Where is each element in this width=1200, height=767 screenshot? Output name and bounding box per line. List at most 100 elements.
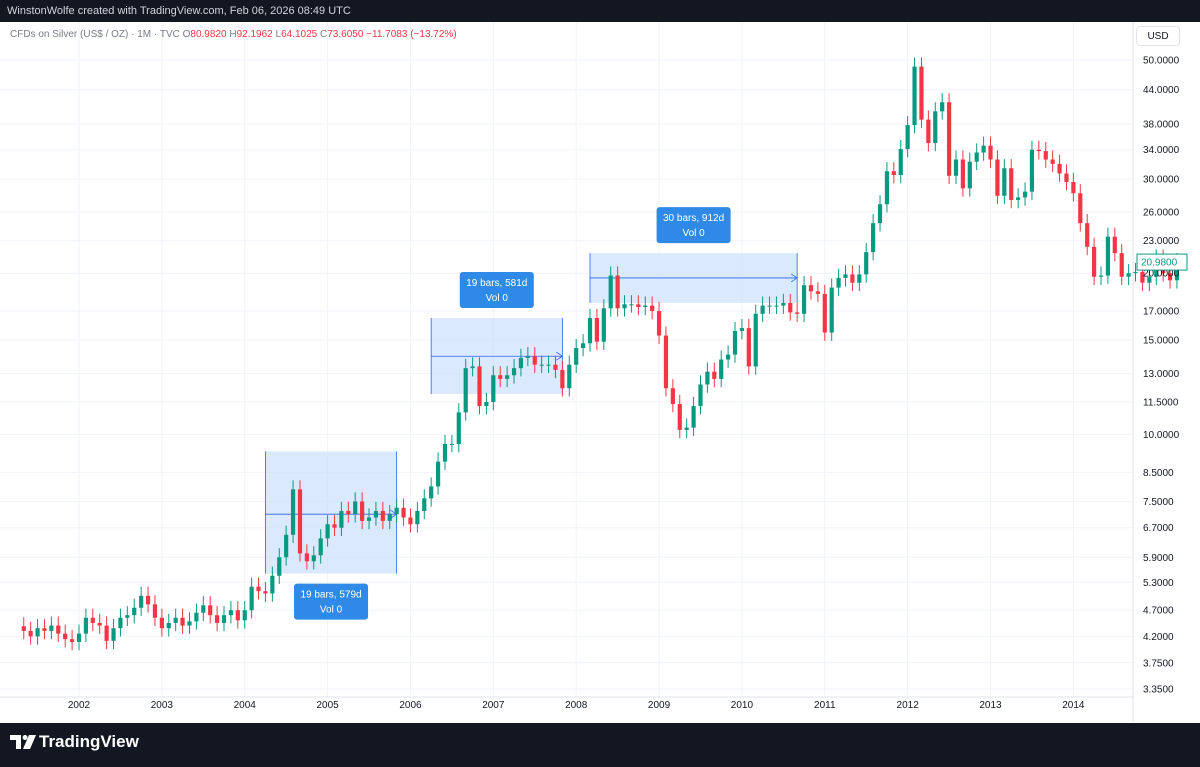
candle-body — [684, 427, 689, 430]
candle-body — [318, 538, 323, 556]
candle-body — [208, 605, 213, 616]
candle-body — [898, 149, 903, 176]
symbol-title: CFDs on Silver (US$ / OZ) · 1M · TVC — [10, 29, 180, 40]
candle-body — [187, 621, 192, 626]
candle-body — [857, 274, 862, 283]
candle-body — [111, 628, 116, 641]
range-label-volume: Vol 0 — [486, 293, 509, 304]
x-tick-label: 2006 — [399, 700, 422, 711]
candle-body — [746, 328, 751, 367]
candle-body — [953, 159, 959, 176]
low-label: L — [275, 29, 282, 40]
y-tick-label: 20.0000 — [1143, 269, 1180, 280]
candle-body — [1064, 173, 1069, 182]
candle-body — [636, 304, 641, 307]
currency-button[interactable]: USD — [1136, 26, 1180, 46]
candle-body — [470, 366, 475, 369]
candle-body — [622, 304, 627, 309]
candle-body — [774, 305, 779, 307]
candle-body — [587, 317, 593, 344]
candle-body — [511, 368, 517, 376]
candle-body — [415, 510, 420, 525]
candle-body — [615, 275, 620, 309]
candle-body — [353, 501, 358, 515]
candle-body — [132, 607, 137, 616]
candle-body — [166, 622, 171, 629]
candle-body — [221, 615, 227, 623]
candle-body — [753, 313, 758, 367]
candle-body — [491, 375, 496, 402]
candle-body — [194, 612, 199, 622]
candle-body — [449, 444, 454, 446]
candle-body — [843, 274, 848, 278]
candle-body — [139, 595, 144, 608]
candle-body — [408, 517, 413, 525]
candle-body — [477, 366, 482, 407]
tradingview-logo-icon — [10, 735, 36, 749]
range-labels: 19 bars, 579d Vol 0 19 bars, 581d Vol 0 30 b… — [294, 207, 731, 620]
x-tick-label: 2005 — [316, 700, 339, 711]
candle-body — [801, 285, 807, 314]
y-tick-label: 34.0000 — [1143, 145, 1180, 156]
range-label-box — [459, 271, 534, 308]
candle-body — [781, 302, 786, 306]
chart-area[interactable]: 19 bars, 579d Vol 0 19 bars, 581d Vol 0 30 b… — [0, 22, 1200, 723]
y-tick-label: 17.0000 — [1143, 307, 1180, 318]
candle-body — [1050, 159, 1055, 164]
candle-body — [919, 66, 924, 120]
close-value: 73.6050 — [327, 29, 364, 40]
candle-body — [1057, 163, 1062, 174]
candle-body — [712, 371, 717, 379]
price-chart[interactable]: 19 bars, 579d Vol 0 19 bars, 581d Vol 0 30 b… — [0, 22, 1200, 723]
candle-body — [580, 343, 586, 349]
range-label-volume: Vol 0 — [682, 228, 705, 239]
candle-body — [643, 305, 648, 307]
candle-body — [629, 304, 634, 306]
candle-body — [650, 305, 655, 312]
candle-body — [401, 507, 406, 518]
candle-body — [35, 628, 40, 637]
candle-body — [719, 359, 724, 379]
candle-body — [159, 617, 164, 629]
y-tick-label: 23.0000 — [1143, 236, 1180, 247]
x-tick-label: 2011 — [814, 700, 836, 711]
range-label-bars: 19 bars, 581d — [466, 278, 527, 289]
range-label-volume: Vol 0 — [320, 605, 343, 616]
candle-body — [90, 617, 95, 623]
candle-body — [235, 610, 240, 621]
x-tick-label: 2003 — [151, 700, 174, 711]
candle-body — [125, 615, 130, 618]
candle-body — [118, 617, 123, 629]
y-tick-label: 38.0000 — [1143, 119, 1180, 130]
brand-name: TradingView — [39, 732, 139, 751]
range-label-box — [656, 207, 731, 244]
candle-body — [946, 102, 952, 176]
candle-body — [1043, 151, 1048, 160]
low-value: 64.1025 — [281, 29, 318, 40]
candle-body — [83, 617, 89, 634]
candle-body — [608, 275, 613, 309]
candle-body — [242, 610, 247, 621]
candle-body — [456, 412, 461, 445]
candle-body — [864, 252, 869, 275]
high-label: H — [229, 29, 237, 40]
candle-body — [1091, 246, 1097, 277]
y-tick-label: 15.0000 — [1143, 336, 1180, 347]
candle-body — [760, 305, 765, 314]
candle-body — [332, 524, 337, 528]
candle-body — [891, 171, 896, 176]
y-tick-label: 8.5000 — [1143, 468, 1174, 479]
y-tick-label: 3.7500 — [1143, 658, 1174, 669]
candle-body — [601, 308, 606, 342]
candle-body — [518, 357, 524, 369]
y-tick-label: 3.3500 — [1143, 685, 1174, 696]
candle-body — [850, 274, 855, 283]
date-range-arrowhead — [790, 273, 798, 283]
range-label-bars: 19 bars, 579d — [300, 590, 361, 601]
top-bar: WinstonWolfe created with TradingView.co… — [0, 0, 1200, 22]
y-tick-label: 50.0000 — [1143, 56, 1180, 67]
candle-body — [1029, 149, 1035, 192]
candle-body — [988, 145, 993, 160]
candle-body — [1112, 236, 1117, 254]
y-tick-label: 7.5000 — [1143, 497, 1174, 508]
